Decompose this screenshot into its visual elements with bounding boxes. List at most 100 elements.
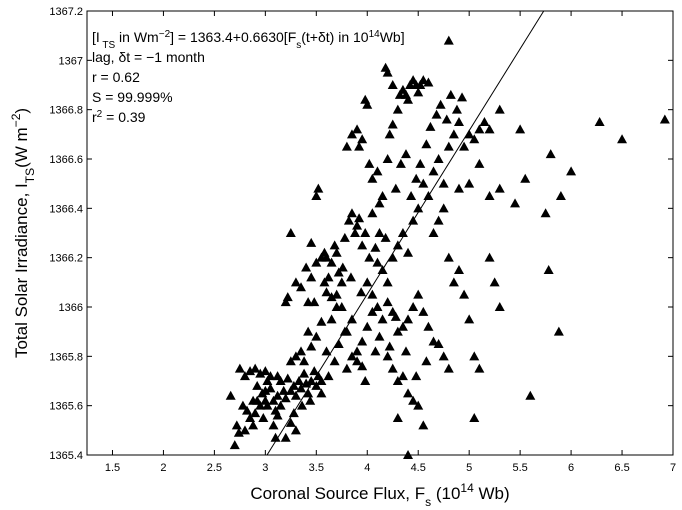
y-tick-label: 1365.6	[49, 401, 83, 413]
data-point-triangle	[270, 432, 281, 442]
data-point-triangle	[384, 341, 395, 351]
data-point-triangle	[341, 141, 352, 151]
data-point-triangle	[484, 124, 495, 134]
data-point-triangle	[352, 220, 363, 230]
data-point-triangle	[290, 351, 301, 361]
data-point-triangle	[418, 75, 429, 85]
data-point-triangle	[392, 376, 403, 385]
x-tick-label: 6.5	[614, 462, 629, 474]
annotation-line: r = 0.62	[92, 69, 140, 85]
data-point-triangle	[555, 191, 566, 200]
data-point-triangle	[272, 410, 283, 420]
data-point-triangle	[438, 178, 449, 188]
data-point-triangle	[459, 289, 470, 299]
data-point-triangle	[268, 420, 279, 430]
data-point-triangle	[306, 272, 317, 282]
data-point-triangle	[415, 158, 426, 168]
annotation-line: lag, δt = −1 month	[92, 49, 205, 65]
y-tick-label: 1366.6	[49, 154, 83, 166]
data-point-triangle	[299, 356, 310, 366]
data-point-triangle	[377, 191, 388, 200]
data-point-triangle	[543, 265, 554, 274]
annotation-block: [I TS in Wm−2] = 1363.4+0.6630[Fs(t+δt) …	[92, 29, 405, 126]
data-point-triangle	[372, 166, 383, 176]
data-point-triangle	[387, 80, 398, 89]
data-point-triangle	[260, 366, 271, 376]
data-point-triangle	[311, 191, 322, 200]
data-point-triangle	[494, 104, 505, 114]
data-point-triangle	[290, 277, 301, 287]
data-point-triangle	[566, 166, 577, 176]
data-point-triangle	[403, 388, 414, 398]
y-axis-ticks: 1365.4 1365.6 1365.8 1366 1366.2 1366.4 1366.6…	[49, 6, 673, 462]
data-point-triangle	[255, 368, 266, 378]
data-point-triangle	[367, 306, 378, 316]
data-point-triangle	[311, 331, 322, 341]
y-tick-label: 1366.4	[49, 203, 83, 215]
data-point-triangle	[252, 380, 263, 390]
data-point-triangle	[370, 346, 381, 356]
data-points	[225, 35, 670, 459]
data-point-triangle	[323, 371, 334, 381]
data-point-triangle	[326, 257, 337, 267]
data-point-triangle	[231, 420, 242, 430]
data-point-triangle	[418, 420, 429, 430]
data-point-triangle	[245, 366, 256, 376]
data-point-triangle	[333, 267, 344, 277]
data-point-triangle	[431, 109, 442, 119]
data-point-triangle	[421, 356, 432, 366]
data-point-triangle	[343, 215, 354, 225]
data-point-triangle	[237, 400, 248, 410]
data-point-triangle	[382, 67, 393, 77]
data-point-triangle	[428, 336, 439, 346]
y-tick-label: 1367.2	[49, 6, 83, 18]
data-point-triangle	[545, 149, 556, 159]
data-point-triangle	[403, 247, 414, 257]
data-point-triangle	[258, 413, 269, 422]
data-point-triangle	[272, 390, 283, 400]
data-point-triangle	[553, 326, 564, 336]
data-point-triangle	[438, 203, 449, 213]
data-point-triangle	[382, 351, 393, 361]
x-tick-label: 6	[568, 462, 574, 474]
data-point-triangle	[303, 388, 314, 398]
y-tick-label: 1367	[59, 55, 83, 67]
x-tick-label: 5.5	[512, 462, 527, 474]
data-point-triangle	[323, 272, 334, 282]
data-point-triangle	[225, 390, 236, 400]
data-point-triangle	[382, 277, 393, 287]
data-point-triangle	[288, 380, 299, 390]
data-point-triangle	[331, 289, 342, 299]
data-point-triangle	[489, 277, 500, 287]
data-point-triangle	[464, 178, 475, 188]
data-point-triangle	[374, 331, 385, 341]
data-point-triangle	[290, 390, 301, 400]
data-point-triangle	[408, 395, 419, 405]
data-point-triangle	[360, 376, 371, 385]
data-point-triangle	[540, 208, 551, 218]
data-point-triangle	[321, 346, 332, 356]
data-point-triangle	[372, 302, 383, 311]
data-point-triangle	[413, 87, 424, 97]
data-point-triangle	[360, 228, 371, 237]
y-tick-label: 1366.8	[49, 105, 83, 117]
data-point-triangle	[319, 277, 330, 287]
data-point-triangle	[367, 173, 378, 183]
regression-line	[266, 10, 545, 456]
data-point-triangle	[413, 289, 424, 299]
data-point-triangle	[395, 158, 406, 168]
data-point-triangle	[350, 228, 361, 237]
x-tick-label: 4.5	[411, 462, 426, 474]
data-point-triangle	[441, 114, 452, 124]
data-point-triangle	[392, 413, 403, 422]
data-point-triangle	[354, 141, 365, 151]
data-point-triangle	[479, 117, 490, 126]
data-point-triangle	[301, 378, 312, 388]
data-point-triangle	[484, 252, 495, 262]
data-point-triangle	[239, 371, 250, 381]
data-point-triangle	[453, 265, 464, 274]
data-point-triangle	[290, 425, 301, 435]
data-point-triangle	[374, 228, 385, 237]
data-point-triangle	[337, 262, 348, 272]
